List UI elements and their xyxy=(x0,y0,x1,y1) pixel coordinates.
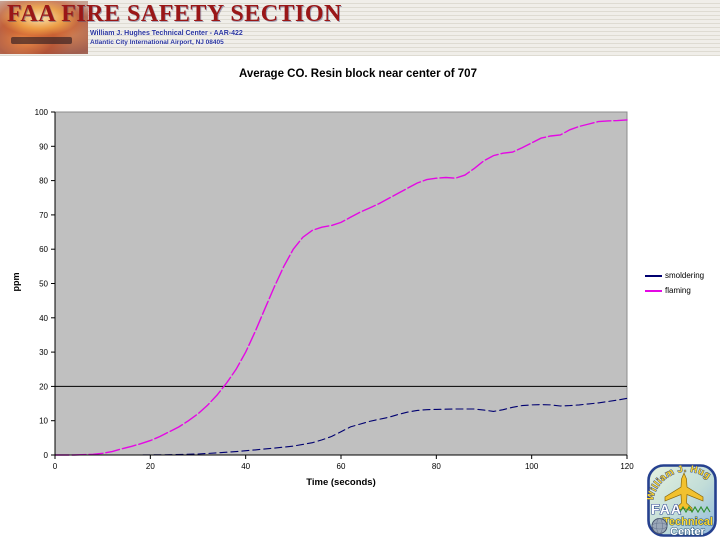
logo-center-text: Center xyxy=(670,526,706,537)
header-subtitle-line1: William J. Hughes Technical Center - AAR… xyxy=(90,30,243,37)
logo-faa-text: FAA xyxy=(651,501,682,517)
y-tick-label: 50 xyxy=(39,280,48,289)
y-tick-label: 70 xyxy=(39,211,48,220)
faa-technical-center-logo: William J. Hughes FAA Technical Center xyxy=(647,464,717,537)
x-tick-label: 100 xyxy=(525,462,539,471)
y-tick-label: 0 xyxy=(44,451,49,460)
y-tick-label: 100 xyxy=(35,108,49,117)
legend-item-smoldering: smoldering xyxy=(645,268,704,283)
chart-title: Average CO. Resin block near center of 7… xyxy=(239,68,477,80)
header-banner: FAA FIRE SAFETY SECTION William J. Hughe… xyxy=(0,0,720,56)
y-tick-label: 60 xyxy=(39,245,48,254)
series-flaming xyxy=(54,119,628,456)
legend-swatch-smoldering xyxy=(645,274,662,277)
x-tick-label: 20 xyxy=(146,462,155,471)
header-subtitle: William J. Hughes Technical Center - AAR… xyxy=(90,29,243,47)
y-tick-label: 30 xyxy=(39,348,48,357)
y-tick-label: 90 xyxy=(39,142,48,151)
x-axis-label: Time (seconds) xyxy=(306,477,376,488)
logo-technical-text: Technical xyxy=(663,516,713,528)
legend-swatch-flaming xyxy=(645,289,662,292)
legend-label: smoldering xyxy=(665,271,705,280)
legend-item-flaming: flaming xyxy=(645,283,704,298)
legend: smoldering flaming xyxy=(645,268,704,298)
x-tick-label: 120 xyxy=(620,462,634,471)
page-title: FAA FIRE SAFETY SECTION xyxy=(7,1,342,27)
x-tick-label: 0 xyxy=(53,462,58,471)
fire-photo-image xyxy=(0,1,88,54)
plot-area xyxy=(54,111,628,456)
globe-icon xyxy=(651,518,668,534)
y-tick-label: 80 xyxy=(39,177,48,186)
y-axis-label: ppm xyxy=(11,272,21,292)
legend-label: flaming xyxy=(665,286,691,295)
x-tick-label: 60 xyxy=(337,462,346,471)
y-tick-label: 20 xyxy=(39,382,48,391)
x-tick-label: 40 xyxy=(241,462,250,471)
y-tick-label: 40 xyxy=(39,314,48,323)
grass-icon xyxy=(679,505,711,514)
y-tick-label: 10 xyxy=(39,417,48,426)
header-subtitle-line2: Atlantic City International Airport, NJ … xyxy=(90,39,224,46)
series-smoldering xyxy=(54,397,628,456)
x-tick-label: 80 xyxy=(432,462,441,471)
fire-photo-detail xyxy=(10,37,73,45)
